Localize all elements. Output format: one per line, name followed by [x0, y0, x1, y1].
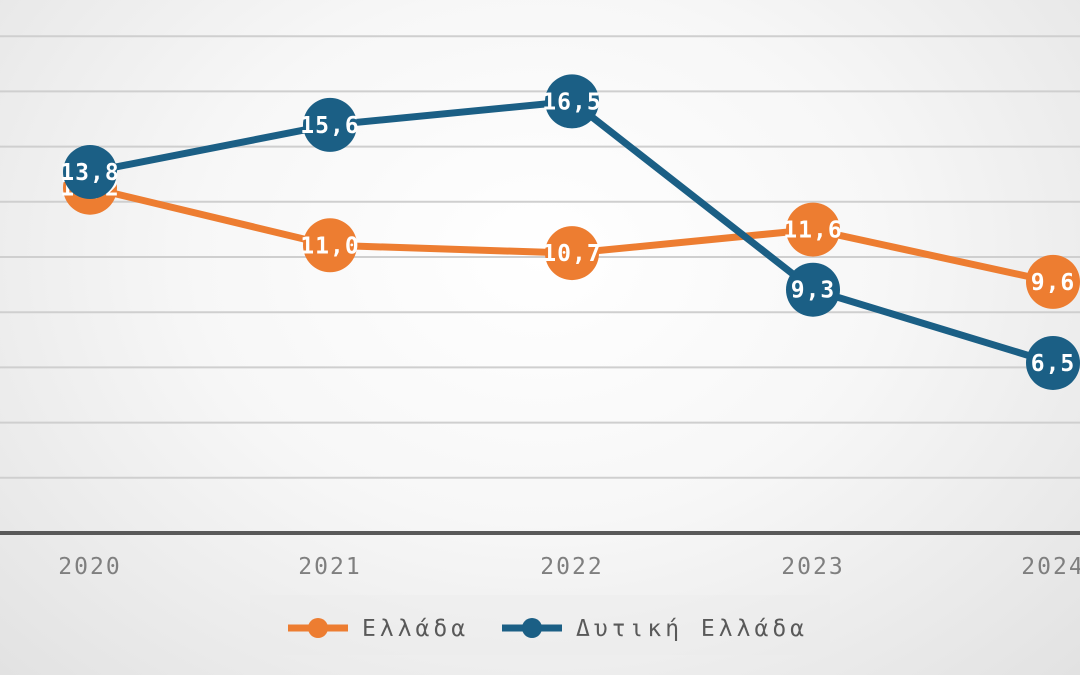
- data-point-marker: [545, 226, 599, 281]
- data-point-marker: [545, 74, 599, 129]
- data-label: 15,6: [300, 113, 359, 139]
- x-tick-label: 2021: [298, 554, 361, 580]
- gridlines: [0, 35, 1080, 479]
- data-label: 13,8: [60, 160, 119, 186]
- data-point-marker: [786, 202, 840, 257]
- data-label: 11,0: [300, 233, 359, 259]
- data-label: 9,3: [791, 278, 836, 304]
- data-point-marker: [303, 218, 357, 273]
- data-point-marker: [63, 145, 117, 200]
- legend-label: Δυτική Ελλάδα: [576, 616, 808, 642]
- legend-swatch-marker: [308, 618, 328, 638]
- data-label: 11,6: [783, 218, 842, 244]
- x-tick-label: 2023: [781, 554, 844, 580]
- data-point-marker: [303, 97, 357, 152]
- data-point-marker: [1026, 254, 1080, 309]
- legend-swatch-marker: [522, 618, 542, 638]
- legend: Ελλάδα Δυτική Ελλάδα: [250, 595, 830, 655]
- x-axis-tick-labels: 2020 2021 2022 2023 2024: [58, 554, 1080, 580]
- x-tick-label: 2022: [540, 554, 603, 580]
- data-point-marker: [786, 262, 840, 317]
- data-point-marker: [1026, 335, 1080, 390]
- data-label: 10,7: [542, 241, 601, 267]
- x-tick-label: 2020: [58, 554, 121, 580]
- data-label: 6,5: [1031, 351, 1076, 377]
- data-label: 16,5: [542, 89, 601, 115]
- data-labels: 13,211,010,711,69,613,815,616,59,36,5: [60, 74, 1080, 390]
- data-label: 9,6: [1031, 270, 1076, 296]
- x-tick-label: 2024: [1021, 554, 1080, 580]
- legend-label: Ελλάδα: [362, 616, 469, 642]
